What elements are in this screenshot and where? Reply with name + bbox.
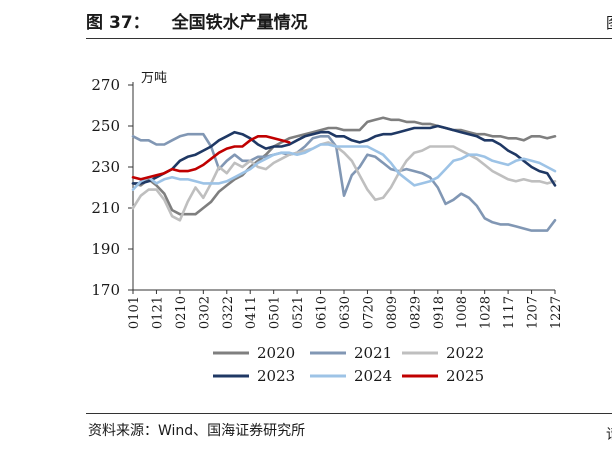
y-tick-label: 210 [91,199,120,217]
figure-prefix: 图 [86,13,103,33]
axes: 170 190 210 230 250 270 万吨 0101 0121 0210 0302 0322… [91,71,564,329]
edge-fragment-bottom: 请 [606,424,612,444]
chart: 170 190 210 230 250 270 万吨 0101 0121 0210 0302 0322… [91,71,564,385]
x-tick-label: 1028 [479,296,494,329]
legend-label-2023: 2023 [257,367,295,385]
x-tick-label: 0720 [361,296,376,329]
y-tick-label: 190 [91,240,120,258]
x-tick-label: 0322 [221,296,236,329]
x-tick-label: 1117 [502,296,517,329]
figure-number: 37： [109,13,150,33]
legend: 2020 2021 2022 2023 2024 2025 [213,344,484,385]
series-line-2025 [131,135,291,181]
x-tick-label: 0411 [244,296,259,329]
x-tick-label: 1008 [455,296,470,329]
x-tick-label: 0918 [432,296,447,329]
y-tick-label: 170 [91,281,120,299]
figure-title: 全国铁水产量情况 [171,13,308,33]
series-lines [131,116,557,232]
series-line-2021 [131,132,557,232]
legend-label-2022: 2022 [446,344,484,362]
x-tick-label: 1227 [549,296,564,329]
series-line-2024 [131,143,557,191]
legend-label-2024: 2024 [354,367,392,385]
x-tick-label: 0829 [408,296,423,329]
series-line-2020 [131,116,557,216]
x-tick-label: 0210 [174,296,189,329]
x-tick-label: 1207 [526,296,541,329]
x-tick-label: 0610 [315,296,330,329]
x-tick-label: 0809 [385,296,400,329]
y-tick-label: 230 [91,158,120,176]
series-line-2022 [131,141,557,222]
x-tick-label: 0501 [268,296,283,329]
x-tick-label: 0302 [197,296,212,329]
unit-label: 万吨 [141,71,167,86]
source-note: 资料来源：Wind、国海证券研究所 [88,423,306,439]
x-tick-label: 0521 [291,296,306,329]
header-divider [86,38,612,39]
legend-label-2021: 2021 [354,344,392,362]
legend-label-2025: 2025 [446,367,484,385]
x-tick-label: 0101 [127,296,142,329]
figure-header: 图 37： 全国铁水产量情况 [86,8,308,33]
series-line-2023 [131,124,557,187]
legend-label-2020: 2020 [257,344,295,362]
x-tick-label: 0630 [338,296,353,329]
y-tick-label: 270 [91,76,120,94]
x-tick-label: 0121 [150,296,165,329]
footer-divider [86,413,612,414]
edge-fragment-top: 图 [606,12,612,33]
y-tick-label: 250 [91,117,120,135]
